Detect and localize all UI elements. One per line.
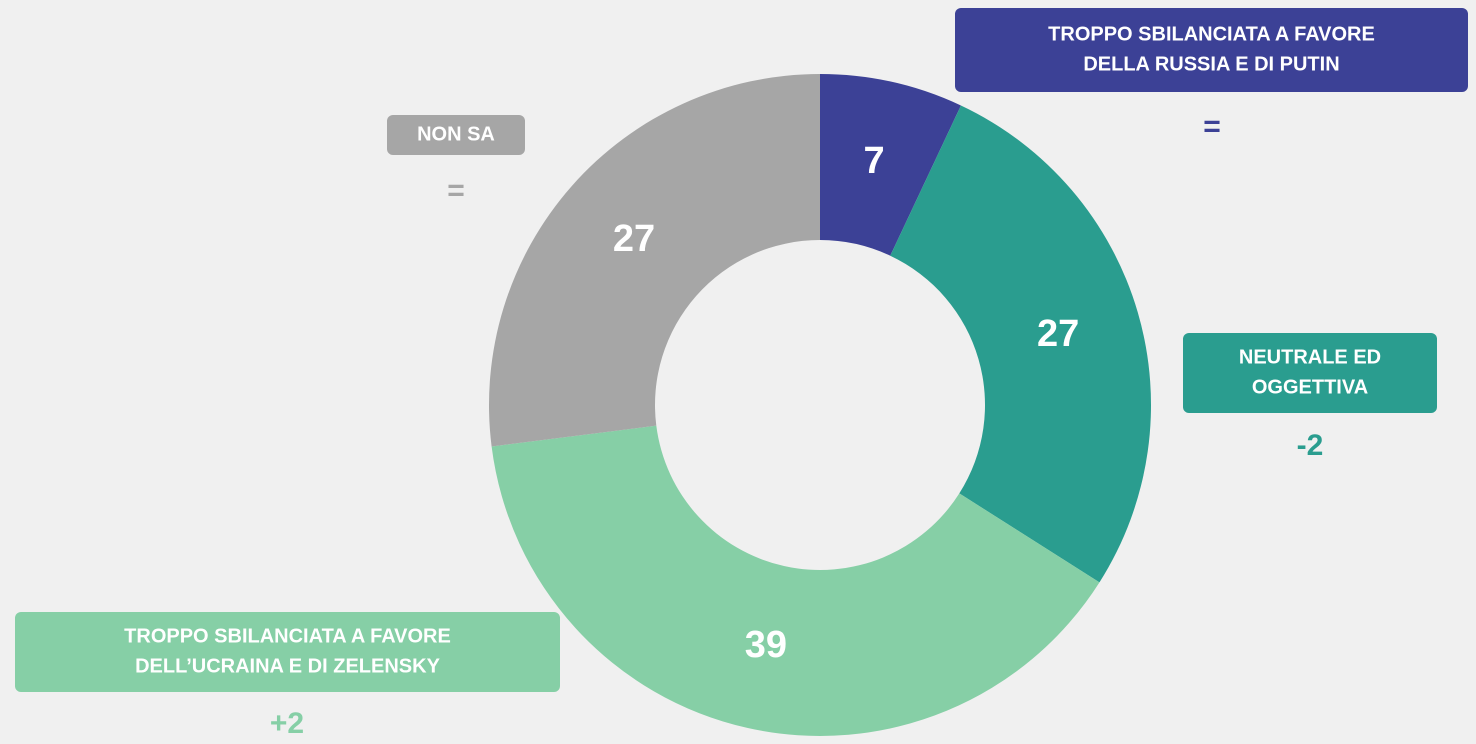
donut-slice (489, 74, 820, 447)
change-label: = (447, 174, 465, 207)
change-label: +2 (270, 707, 304, 740)
category-label: NON SA (417, 123, 495, 145)
change-label: = (1203, 110, 1221, 143)
category-label: NEUTRALE ED (1239, 346, 1381, 368)
donut-slice (491, 425, 1100, 736)
category-label: TROPPO SBILANCIATA A FAVORE (1048, 23, 1375, 45)
donut-slice (890, 105, 1151, 583)
value-label: 27 (613, 218, 655, 260)
category-box (15, 612, 560, 692)
category-box (387, 115, 525, 155)
value-label: 39 (745, 624, 787, 666)
category-box (955, 8, 1468, 92)
category-label: DELL’UCRAINA E DI ZELENSKY (135, 655, 440, 677)
change-label: -2 (1297, 429, 1324, 462)
value-label: 7 (864, 140, 885, 182)
donut-slice (820, 74, 961, 256)
category-box (1183, 333, 1437, 413)
category-label: TROPPO SBILANCIATA A FAVORE (124, 625, 451, 647)
category-label: DELLA RUSSIA E DI PUTIN (1083, 53, 1339, 75)
category-label: OGGETTIVA (1252, 376, 1368, 398)
value-label: 27 (1037, 313, 1079, 355)
